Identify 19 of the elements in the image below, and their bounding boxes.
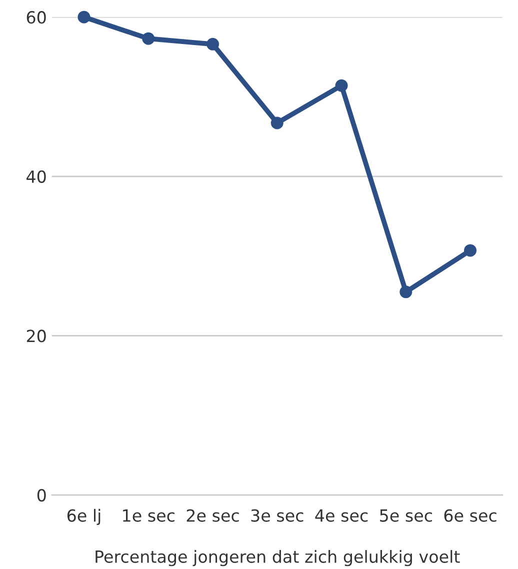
x-tick-label: 6e sec: [444, 509, 496, 522]
y-tick-label: 0: [37, 488, 46, 502]
x-tick-label: 2e sec: [186, 509, 239, 522]
y-tick-label: 20: [26, 330, 46, 342]
x-tick-label: 4e sec: [315, 509, 368, 522]
x-axis-title: Percentage jongeren dat zich gelukkig voelt: [96, 550, 460, 566]
point: [464, 244, 477, 257]
point: [400, 286, 412, 298]
y-tick-label: 40: [26, 170, 46, 183]
point: [78, 10, 90, 24]
x-tick-label: 1e sec: [123, 509, 174, 522]
point: [206, 38, 219, 50]
point: [142, 32, 155, 45]
point: [335, 79, 348, 92]
x-tick-label: 6e lj: [67, 508, 100, 526]
point: [270, 116, 284, 130]
x-tick-label: 3e sec: [251, 509, 304, 522]
y-tick-label: 60: [26, 11, 46, 24]
x-tick-label: 5e sec: [380, 509, 432, 522]
